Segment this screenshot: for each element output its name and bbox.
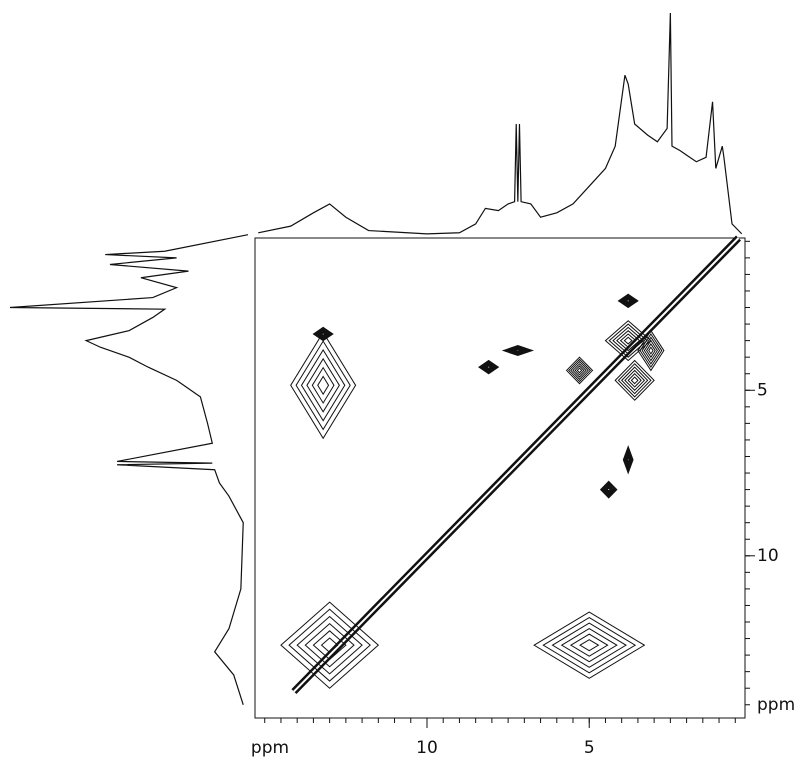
y-axis-label: ppm — [757, 695, 795, 715]
cross-peak — [533, 611, 646, 679]
cross-peak — [614, 359, 655, 401]
y-tick-label: 5 — [757, 380, 768, 400]
cross-peak — [565, 356, 594, 385]
top-projection — [258, 12, 743, 235]
x-axis-label: ppm — [251, 738, 289, 758]
cross-peak — [312, 326, 334, 342]
cross-peak — [501, 345, 535, 357]
cross-peak — [604, 320, 652, 362]
plot-frame — [254, 237, 746, 719]
cross-peak — [478, 359, 500, 375]
x-tick-label: 10 — [416, 738, 438, 758]
x-tick-label: 5 — [584, 738, 595, 758]
cross-peak — [622, 445, 634, 475]
left-projection — [9, 234, 249, 705]
cross-peak — [599, 480, 618, 499]
cross-peak — [617, 293, 639, 309]
cross-peak — [280, 601, 380, 689]
y-tick-label: 10 — [757, 546, 779, 566]
cross-peak — [290, 331, 357, 440]
diagonal-inner — [293, 237, 740, 693]
cross-peak — [637, 329, 665, 372]
